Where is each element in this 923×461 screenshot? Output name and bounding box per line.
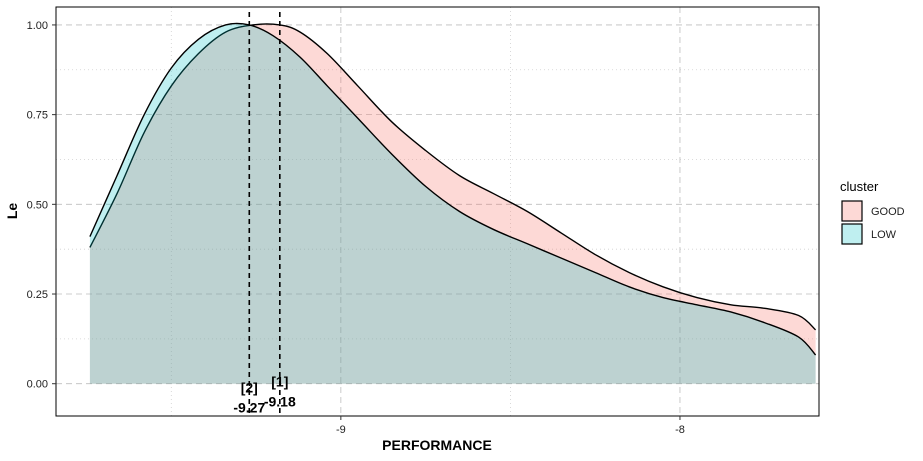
legend-items: GOOD LOW — [841, 200, 905, 245]
legend-swatch-low — [841, 223, 863, 245]
x-tick-label: -8 — [675, 424, 685, 436]
legend: cluster GOOD LOW — [840, 179, 905, 245]
x-axis-ticks: -9 -8 — [336, 416, 685, 436]
area-low — [89, 23, 816, 384]
legend-key-bg-low — [842, 224, 862, 244]
y-axis-ticks: 0.00 0.25 0.50 0.75 1.00 — [27, 20, 56, 391]
x-tick-label: -9 — [336, 424, 346, 436]
reference-lines: [1] -9.18 [2] -9.27 — [233, 12, 296, 416]
y-tick-label: 0.25 — [27, 289, 48, 301]
line-low — [89, 22, 817, 356]
legend-swatch-good — [841, 200, 863, 222]
y-tick-label: 0.75 — [27, 110, 48, 122]
vline-label-index: [2] — [241, 380, 258, 396]
y-axis-title: Le — [4, 203, 20, 220]
vline-label-index: [1] — [271, 374, 288, 390]
y-tick-label: 0.50 — [27, 199, 48, 211]
legend-label-low: LOW — [871, 229, 897, 241]
y-tick-label: 1.00 — [27, 20, 48, 32]
line-good — [89, 23, 817, 331]
area-good — [89, 24, 816, 384]
density-areas — [89, 22, 817, 384]
x-axis-title: PERFORMANCE — [382, 437, 492, 453]
grid-lines — [56, 7, 819, 416]
plot-background — [56, 7, 819, 416]
vline-label-value: -9.18 — [264, 394, 296, 410]
vline-label-value: -9.27 — [233, 400, 265, 416]
legend-label-good: GOOD — [871, 206, 905, 218]
legend-key-bg-good — [842, 201, 862, 221]
plot-border — [55, 6, 820, 417]
y-tick-label: 0.00 — [27, 379, 48, 391]
legend-title: cluster — [840, 179, 879, 194]
